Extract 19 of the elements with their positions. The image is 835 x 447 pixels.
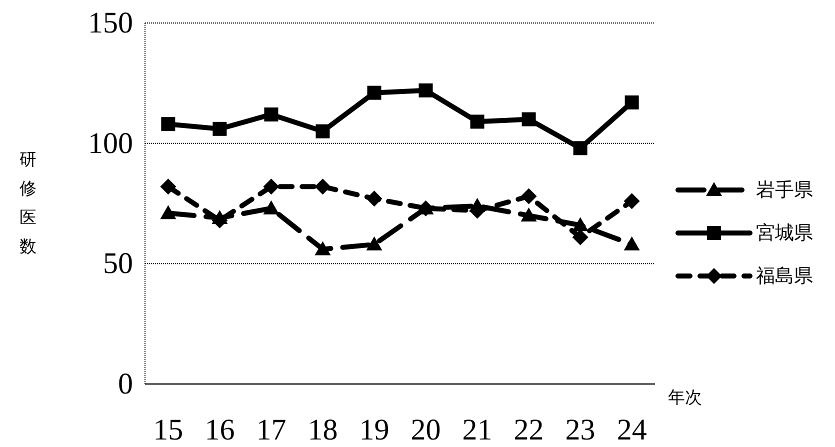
x-tick-label: 23 bbox=[565, 414, 596, 446]
x-tick-label: 22 bbox=[514, 414, 544, 446]
y-tick-label: 100 bbox=[88, 126, 133, 160]
y-tick-label: 50 bbox=[103, 247, 133, 280]
x-tick-label: 19 bbox=[359, 414, 390, 446]
legend-label: 岩手県 bbox=[756, 179, 813, 201]
legend-label: 宮城県 bbox=[756, 222, 813, 244]
x-tick-label: 24 bbox=[616, 414, 647, 446]
y-tick-label: 150 bbox=[88, 6, 133, 40]
x-tick-label: 20 bbox=[410, 414, 441, 446]
x-tick-label: 16 bbox=[204, 414, 235, 446]
x-tick-label: 21 bbox=[462, 414, 492, 446]
y-tick-label: 0 bbox=[118, 368, 133, 400]
x-tick-label: 18 bbox=[308, 414, 338, 446]
x-tick-label: 17 bbox=[256, 414, 286, 446]
x-tick-label: 15 bbox=[153, 414, 184, 446]
legend-label: 福島県 bbox=[756, 265, 813, 287]
x-axis-title: 年次 bbox=[668, 388, 702, 408]
y-axis-title: 研修医数 bbox=[20, 150, 36, 257]
